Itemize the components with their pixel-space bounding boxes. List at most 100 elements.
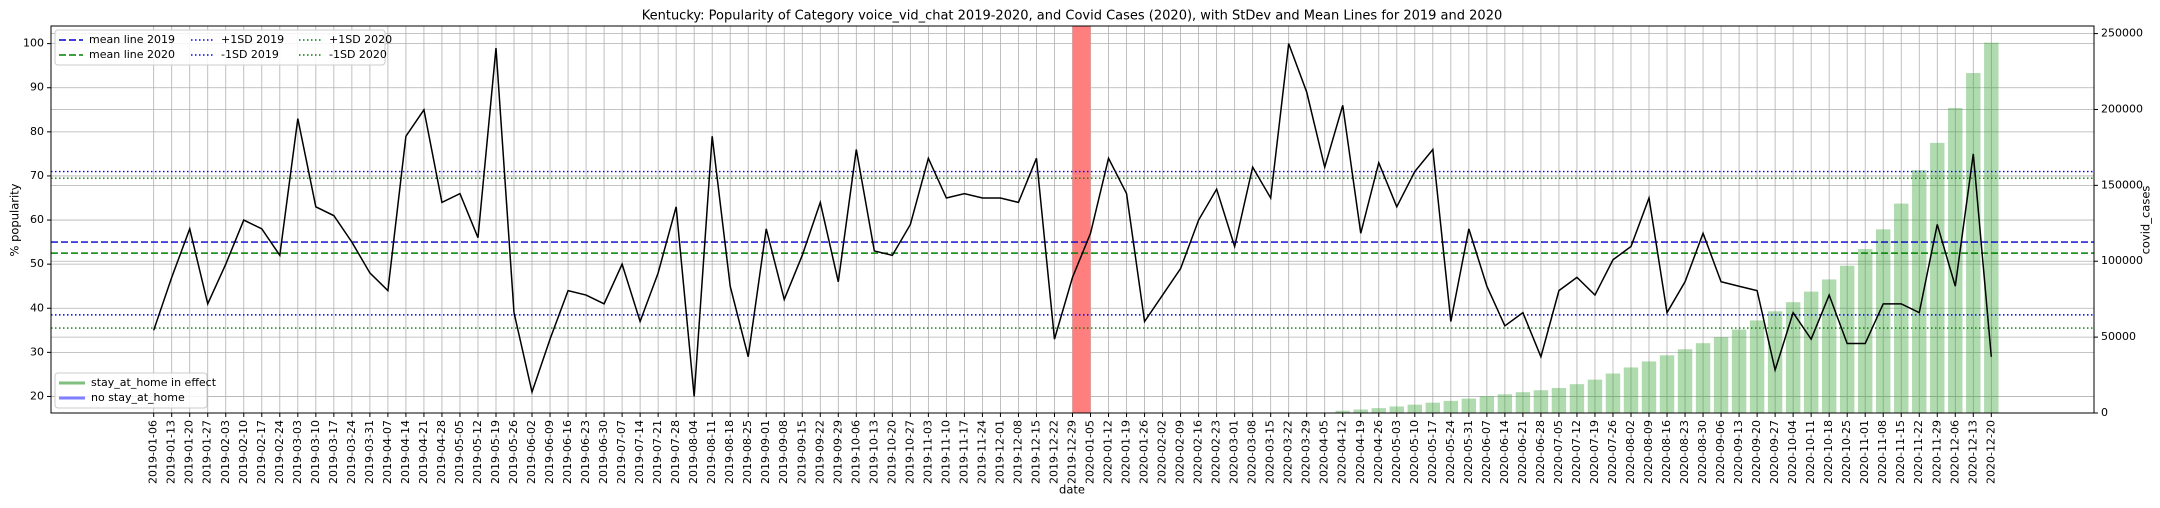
legend-label: stay_at_home in effect <box>91 376 217 389</box>
x-tick-label: 2019-01-13 <box>165 420 178 484</box>
x-tick-label: 2019-06-02 <box>525 420 538 484</box>
x-tick-label: 2020-05-10 <box>1408 420 1421 484</box>
x-tick-label: 2019-10-20 <box>885 420 898 484</box>
x-tick-label: 2020-03-22 <box>1282 420 1295 484</box>
x-tick-label: 2020-08-02 <box>1624 420 1637 484</box>
x-tick-label: 2020-11-15 <box>1894 420 1907 484</box>
x-tick-label: 2019-11-10 <box>939 420 952 484</box>
x-tick-label: 2020-05-17 <box>1426 420 1439 484</box>
x-tick-label: 2020-03-01 <box>1228 420 1241 484</box>
x-tick-label: 2020-02-16 <box>1192 420 1205 484</box>
x-tick-label: 2020-02-02 <box>1156 420 1169 484</box>
x-tick-label: 2020-12-06 <box>1948 420 1961 484</box>
bar <box>1515 392 1531 413</box>
x-tick-label: 2020-11-08 <box>1876 420 1889 484</box>
bar <box>1623 367 1639 413</box>
bar <box>1695 343 1711 413</box>
bar <box>1948 107 1963 413</box>
y-tick-label: 70 <box>30 169 44 182</box>
x-tick-label: 2019-08-18 <box>723 420 736 484</box>
x-tick-label: 2020-07-19 <box>1588 420 1601 484</box>
x-tick-label: 2019-07-07 <box>615 420 628 484</box>
x-tick-label: 2020-03-08 <box>1246 420 1259 484</box>
x-tick-label: 2019-05-12 <box>471 420 484 484</box>
x-tick-label: 2020-05-31 <box>1462 420 1475 484</box>
x-tick-label: 2019-05-26 <box>507 420 520 484</box>
x-tick-label: 2020-06-21 <box>1516 420 1529 484</box>
bar <box>1569 384 1585 413</box>
legend-label: +1SD 2019 <box>221 33 284 46</box>
x-tick-label: 2020-06-28 <box>1534 420 1547 484</box>
x-tick-label: 2019-03-03 <box>291 420 304 484</box>
y2-tick-label: 250000 <box>2101 27 2143 40</box>
x-tick-label: 2019-01-20 <box>183 420 196 484</box>
bar <box>1894 203 1909 413</box>
bar <box>1803 291 1819 413</box>
x-tick-label: 2020-10-18 <box>1822 420 1835 484</box>
bar <box>1407 404 1423 413</box>
y-axis-label: % popularity <box>8 183 22 256</box>
legend-label: mean line 2020 <box>89 48 175 61</box>
bar <box>1984 42 1999 413</box>
bar <box>1857 249 1873 413</box>
bar <box>1966 73 1981 413</box>
bar <box>1912 170 1927 413</box>
bar <box>1767 311 1783 413</box>
x-tick-label: 2019-07-21 <box>651 420 664 484</box>
x-tick-label: 2019-01-06 <box>147 420 160 484</box>
bar <box>1551 387 1567 413</box>
x-tick-label: 2020-08-09 <box>1642 420 1655 484</box>
y2-tick-label: 100000 <box>2101 254 2143 267</box>
legend-box <box>54 29 386 66</box>
bar <box>1677 349 1693 413</box>
x-tick-label: 2020-09-06 <box>1714 420 1727 484</box>
x-tick-label: 2020-04-26 <box>1372 420 1385 484</box>
x-tick-label: 2019-02-24 <box>273 420 286 484</box>
chart-title: Kentucky: Popularity of Category voice_v… <box>642 9 1503 24</box>
x-tick-label: 2020-06-14 <box>1498 420 1511 484</box>
x-tick-label: 2020-01-05 <box>1084 420 1097 484</box>
x-tick-label: 2019-04-28 <box>435 420 448 484</box>
bar <box>1371 408 1386 413</box>
y-tick-label: 60 <box>30 213 44 226</box>
bar <box>1335 410 1350 413</box>
x-tick-label: 2019-10-27 <box>903 420 916 484</box>
x-tick-label: 2020-10-25 <box>1840 420 1853 484</box>
x-tick-label: 2019-01-27 <box>201 420 214 484</box>
y2-tick-label: 150000 <box>2101 178 2143 191</box>
x-tick-label: 2020-10-04 <box>1786 420 1799 484</box>
bar <box>1713 337 1729 413</box>
x-tick-label: 2019-06-23 <box>579 420 592 484</box>
legend-label: mean line 2019 <box>89 33 175 46</box>
bar <box>1353 409 1368 413</box>
x-tick-label: 2020-02-09 <box>1174 420 1187 484</box>
y2-tick-label: 200000 <box>2101 102 2143 115</box>
bar <box>1749 320 1765 413</box>
x-tick-label: 2019-12-22 <box>1047 420 1060 484</box>
bar <box>1659 355 1675 413</box>
x-tick-label: 2019-03-31 <box>363 420 376 484</box>
x-tick-label: 2020-01-26 <box>1138 420 1151 484</box>
x-tick-label: 2020-04-19 <box>1354 420 1367 484</box>
x-tick-label: 2019-08-04 <box>687 420 700 484</box>
x-tick-label: 2019-10-06 <box>849 420 862 484</box>
x-tick-label: 2019-04-07 <box>381 420 394 484</box>
x-tick-label: 2019-06-09 <box>543 420 556 484</box>
bar <box>1785 302 1801 413</box>
x-tick-label: 2019-02-17 <box>255 420 268 484</box>
bar <box>1497 394 1513 413</box>
x-tick-label: 2019-02-10 <box>237 420 250 484</box>
data-line <box>152 43 1993 397</box>
x-tick-label: 2020-07-05 <box>1552 420 1565 484</box>
bar <box>1443 400 1459 413</box>
legend-label: -1SD 2019 <box>221 48 279 61</box>
x-tick-label: 2019-03-17 <box>327 420 340 484</box>
x-tick-label: 2020-01-12 <box>1102 420 1115 484</box>
x-tick-label: 2019-08-25 <box>741 420 754 484</box>
x-tick-label: 2019-04-21 <box>417 420 430 484</box>
x-tick-label: 2020-07-12 <box>1570 420 1583 484</box>
y2-tick-label: 50000 <box>2101 330 2136 343</box>
x-tick-label: 2020-08-23 <box>1678 420 1691 484</box>
